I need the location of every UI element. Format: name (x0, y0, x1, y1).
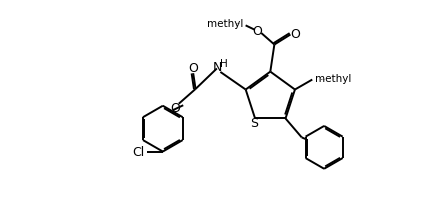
Text: H: H (220, 59, 228, 69)
Text: O: O (188, 62, 198, 75)
Text: Cl: Cl (132, 145, 145, 158)
Text: methyl: methyl (321, 78, 326, 79)
Text: O: O (290, 28, 300, 41)
Text: methyl: methyl (235, 23, 240, 24)
Text: methyl: methyl (315, 74, 351, 84)
Text: S: S (251, 117, 259, 130)
Text: methyl: methyl (207, 19, 243, 29)
Text: O: O (252, 25, 262, 38)
Text: O: O (170, 102, 180, 115)
Text: N: N (213, 61, 223, 74)
